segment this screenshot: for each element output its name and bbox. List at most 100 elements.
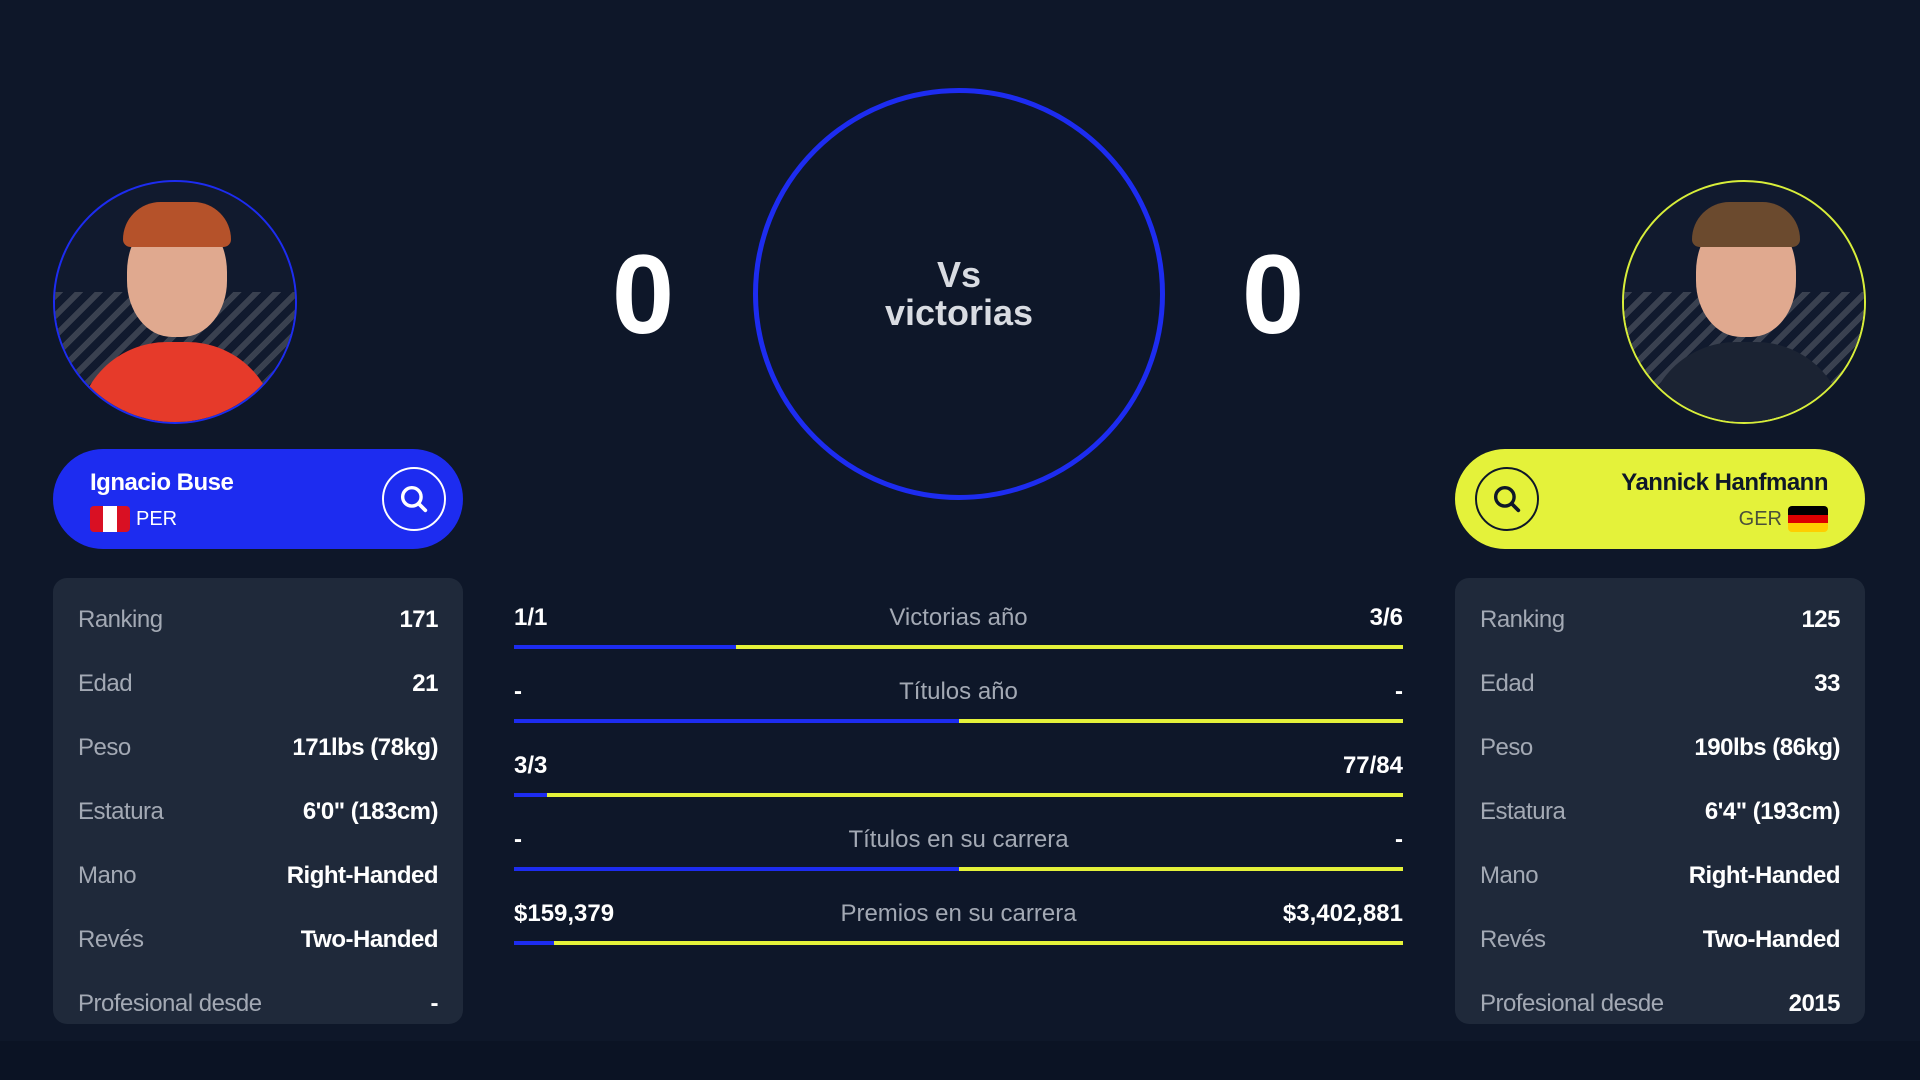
comparison-label: Victorias año: [889, 604, 1028, 631]
stat-row: Peso 171lbs (78kg): [78, 716, 438, 780]
comparison-left-value: 1/1: [514, 604, 548, 631]
stat-label: Profesional desde: [78, 990, 262, 1017]
comparison-bar: [514, 719, 1403, 723]
comparison-bar: [514, 941, 1403, 945]
player1-selector[interactable]: Ignacio Buse PER: [53, 449, 463, 549]
stat-row: Profesional desde 2015: [1480, 972, 1841, 1036]
stat-value: Two-Handed: [300, 926, 439, 953]
stat-label: Ranking: [78, 606, 163, 633]
player2-name: Yannick Hanfmann: [1621, 469, 1828, 496]
player1-photo: [53, 180, 297, 424]
stat-row: Mano Right-Handed: [1480, 844, 1841, 908]
stat-value: 171: [399, 606, 438, 633]
comparison-left-value: -: [514, 678, 522, 705]
comparison-right-value: -: [1395, 826, 1403, 853]
comparison-row: Títulos año - -: [514, 677, 1403, 723]
stat-row: Estatura 6'0" (183cm): [78, 780, 439, 844]
comparison-row: 3/3 77/84: [514, 751, 1403, 797]
player2-bar-segment: [554, 941, 1403, 945]
stat-label: Peso: [1480, 734, 1533, 761]
comparison-label: Títulos en su carrera: [848, 826, 1069, 853]
stat-value: 33: [1814, 670, 1840, 697]
stat-label: Ranking: [1480, 606, 1565, 633]
stat-value: 190lbs (86kg): [1694, 734, 1840, 761]
player2-bar-segment: [958, 867, 1403, 871]
player2-hair: [1692, 202, 1800, 247]
stat-value: 2015: [1788, 990, 1841, 1017]
player2-country-code: GER: [1738, 507, 1782, 530]
player2-country: GER: [1739, 506, 1828, 532]
player2-bar-segment: [736, 645, 1403, 649]
comparison-bar: [514, 645, 1403, 649]
player1-stats-panel: Ranking 171 Edad 21 Peso 171lbs (78kg) Estatur…: [53, 578, 463, 1024]
victorias-label: victorias: [884, 292, 1034, 333]
comparison-right-value: 3/6: [1369, 604, 1403, 631]
player1-country: PER: [90, 506, 177, 532]
comparison-left-value: 3/3: [514, 752, 548, 779]
search-icon: [400, 485, 428, 513]
comparison-label: Premios en su carrera: [840, 900, 1077, 927]
player1-bar-segment: [514, 793, 547, 797]
comparison-right-value: 77/84: [1342, 752, 1403, 779]
comparison-bar: [514, 793, 1403, 797]
stat-value: 125: [1801, 606, 1840, 633]
player2-stats-panel: Ranking 125 Edad 33 Peso 190lbs (86kg) Estatur…: [1455, 578, 1865, 1024]
stat-label: Edad: [78, 670, 133, 697]
comparison-left-value: $159,379: [514, 900, 615, 927]
stat-label: Edad: [1480, 670, 1535, 697]
stat-value: Two-Handed: [1702, 926, 1841, 953]
stat-row: Profesional desde -: [78, 972, 438, 1036]
stat-label: Mano: [1480, 862, 1539, 889]
stat-value: Right-Handed: [1688, 862, 1841, 889]
player2-bar-segment: [958, 719, 1403, 723]
stat-label: Mano: [78, 862, 137, 889]
stat-value: 171lbs (78kg): [292, 734, 438, 761]
player1-hair: [123, 202, 231, 247]
search-icon: [1493, 485, 1521, 513]
player1-bar-segment: [514, 867, 959, 871]
stat-row: Revés Two-Handed: [1480, 908, 1841, 972]
comparison-row: Títulos en su carrera - -: [514, 825, 1403, 871]
player1-bar-segment: [514, 645, 737, 649]
vs-circle: Vs victorias: [753, 88, 1165, 500]
stat-label: Revés: [1480, 926, 1546, 953]
score-left: 0: [611, 232, 675, 357]
stat-value: -: [430, 990, 439, 1017]
stat-row: Edad 33: [1480, 652, 1840, 716]
vs-label: Vs: [936, 254, 982, 295]
player2-search-button[interactable]: [1475, 467, 1539, 531]
player2-photo: [1622, 180, 1866, 424]
comparison-label: Títulos año: [899, 678, 1018, 705]
stat-label: Estatura: [78, 798, 164, 825]
germany-flag-icon: [1788, 506, 1828, 532]
comparison-row: Victorias año 1/1 3/6: [514, 603, 1403, 649]
footer-band: [0, 1041, 1920, 1080]
stat-label: Profesional desde: [1480, 990, 1664, 1017]
comparison-right-value: $3,402,881: [1282, 900, 1403, 927]
player1-search-button[interactable]: [382, 467, 446, 531]
stat-value: 6'0" (183cm): [302, 798, 439, 825]
stat-label: Estatura: [1480, 798, 1566, 825]
stat-row: Revés Two-Handed: [78, 908, 439, 972]
stat-row: Peso 190lbs (86kg): [1480, 716, 1840, 780]
stat-row: Ranking 171: [78, 588, 438, 652]
comparison-left-value: -: [514, 826, 522, 853]
stat-value: 21: [412, 670, 438, 697]
comparison-right-value: -: [1395, 678, 1403, 705]
player1-name: Ignacio Buse: [90, 469, 234, 496]
player1-bar-segment: [514, 941, 554, 945]
stat-value: 6'4" (193cm): [1704, 798, 1841, 825]
stat-row: Ranking 125: [1480, 588, 1840, 652]
comparison-bar: [514, 867, 1403, 871]
stat-label: Peso: [78, 734, 131, 761]
stat-value: Right-Handed: [286, 862, 439, 889]
peru-flag-icon: [90, 506, 130, 532]
stat-row: Mano Right-Handed: [78, 844, 439, 908]
stat-row: Edad 21: [78, 652, 438, 716]
stat-row: Estatura 6'4" (193cm): [1480, 780, 1841, 844]
player2-selector[interactable]: Yannick Hanfmann GER: [1455, 449, 1865, 549]
stat-label: Revés: [78, 926, 144, 953]
score-right: 0: [1241, 232, 1305, 357]
comparison-row: Premios en su carrera $159,379 $3,402,88…: [514, 899, 1403, 945]
player1-bar-segment: [514, 719, 959, 723]
